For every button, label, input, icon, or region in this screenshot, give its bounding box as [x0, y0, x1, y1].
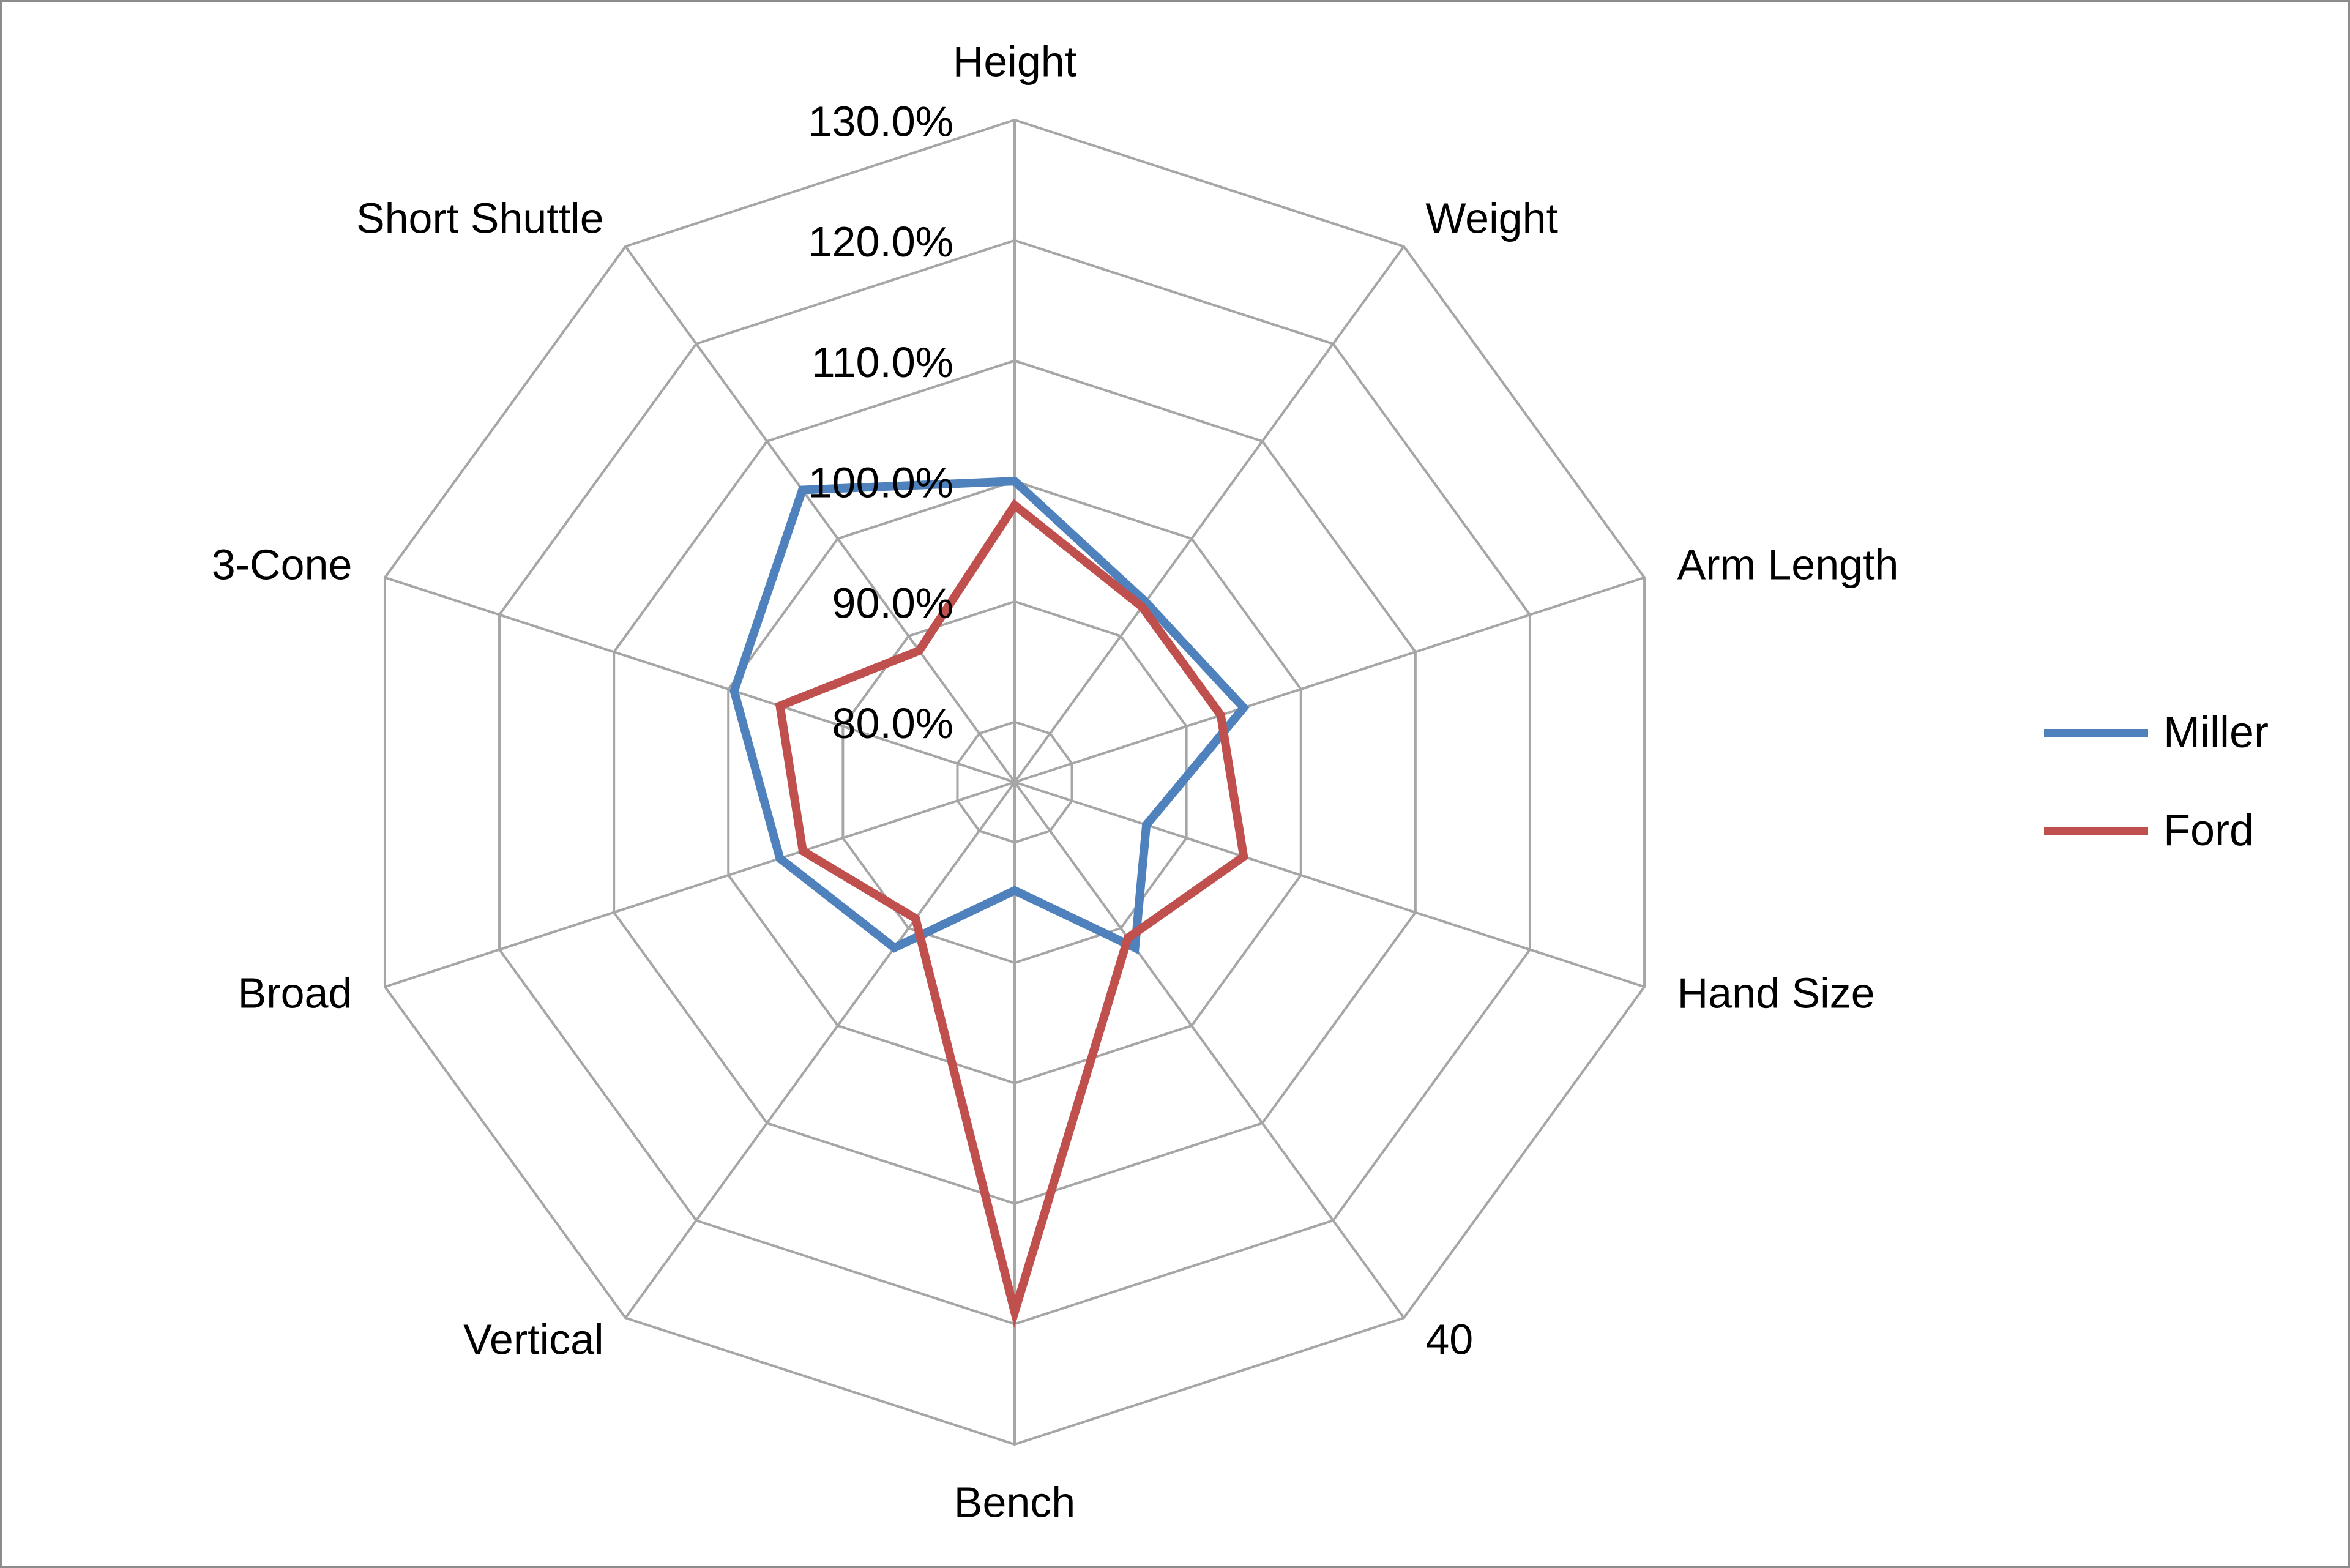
tick-label-0: 80.0%: [832, 700, 953, 747]
spoke-7: [384, 781, 1015, 988]
tick-label-4: 120.0%: [808, 218, 953, 266]
spoke-4: [1013, 781, 1405, 1319]
category-label-1: Weight: [1425, 195, 1558, 242]
legend-label-ford: Ford: [2163, 806, 2254, 855]
category-label-5: Bench: [954, 1478, 1075, 1526]
grid-layer: [383, 118, 1646, 1446]
spoke-8: [384, 576, 1015, 783]
tick-label-2: 100.0%: [808, 459, 953, 507]
tick-label-5: 130.0%: [808, 97, 953, 145]
legend: Miller Ford: [2044, 708, 2269, 855]
spoke-3: [1014, 781, 1645, 988]
spoke-6: [624, 781, 1016, 1319]
series-layer: [729, 477, 1250, 1328]
tick-label-layer: 80.0% 90.0% 100.0% 110.0% 120.0% 130.0%: [808, 97, 953, 747]
spoke-9: [624, 245, 1016, 783]
category-label-4: 40: [1425, 1315, 1473, 1363]
spoke-2: [1014, 576, 1645, 783]
category-label-layer: Height Weight Arm Length Hand Size 40 Bench Ve…: [212, 37, 1899, 1526]
category-label-7: Broad: [238, 969, 352, 1017]
tick-label-3: 110.0%: [811, 338, 953, 386]
spoke-1: [1013, 245, 1405, 783]
category-label-8: 3-Cone: [212, 541, 352, 589]
category-label-6: Vertical: [463, 1315, 604, 1363]
category-label-9: Short Shuttle: [356, 195, 604, 242]
category-label-0: Height: [953, 37, 1076, 85]
category-label-2: Arm Length: [1677, 541, 1899, 589]
tick-label-1: 90.0%: [832, 579, 953, 627]
legend-label-miller: Miller: [2163, 708, 2269, 757]
category-label-3: Hand Size: [1677, 969, 1875, 1017]
